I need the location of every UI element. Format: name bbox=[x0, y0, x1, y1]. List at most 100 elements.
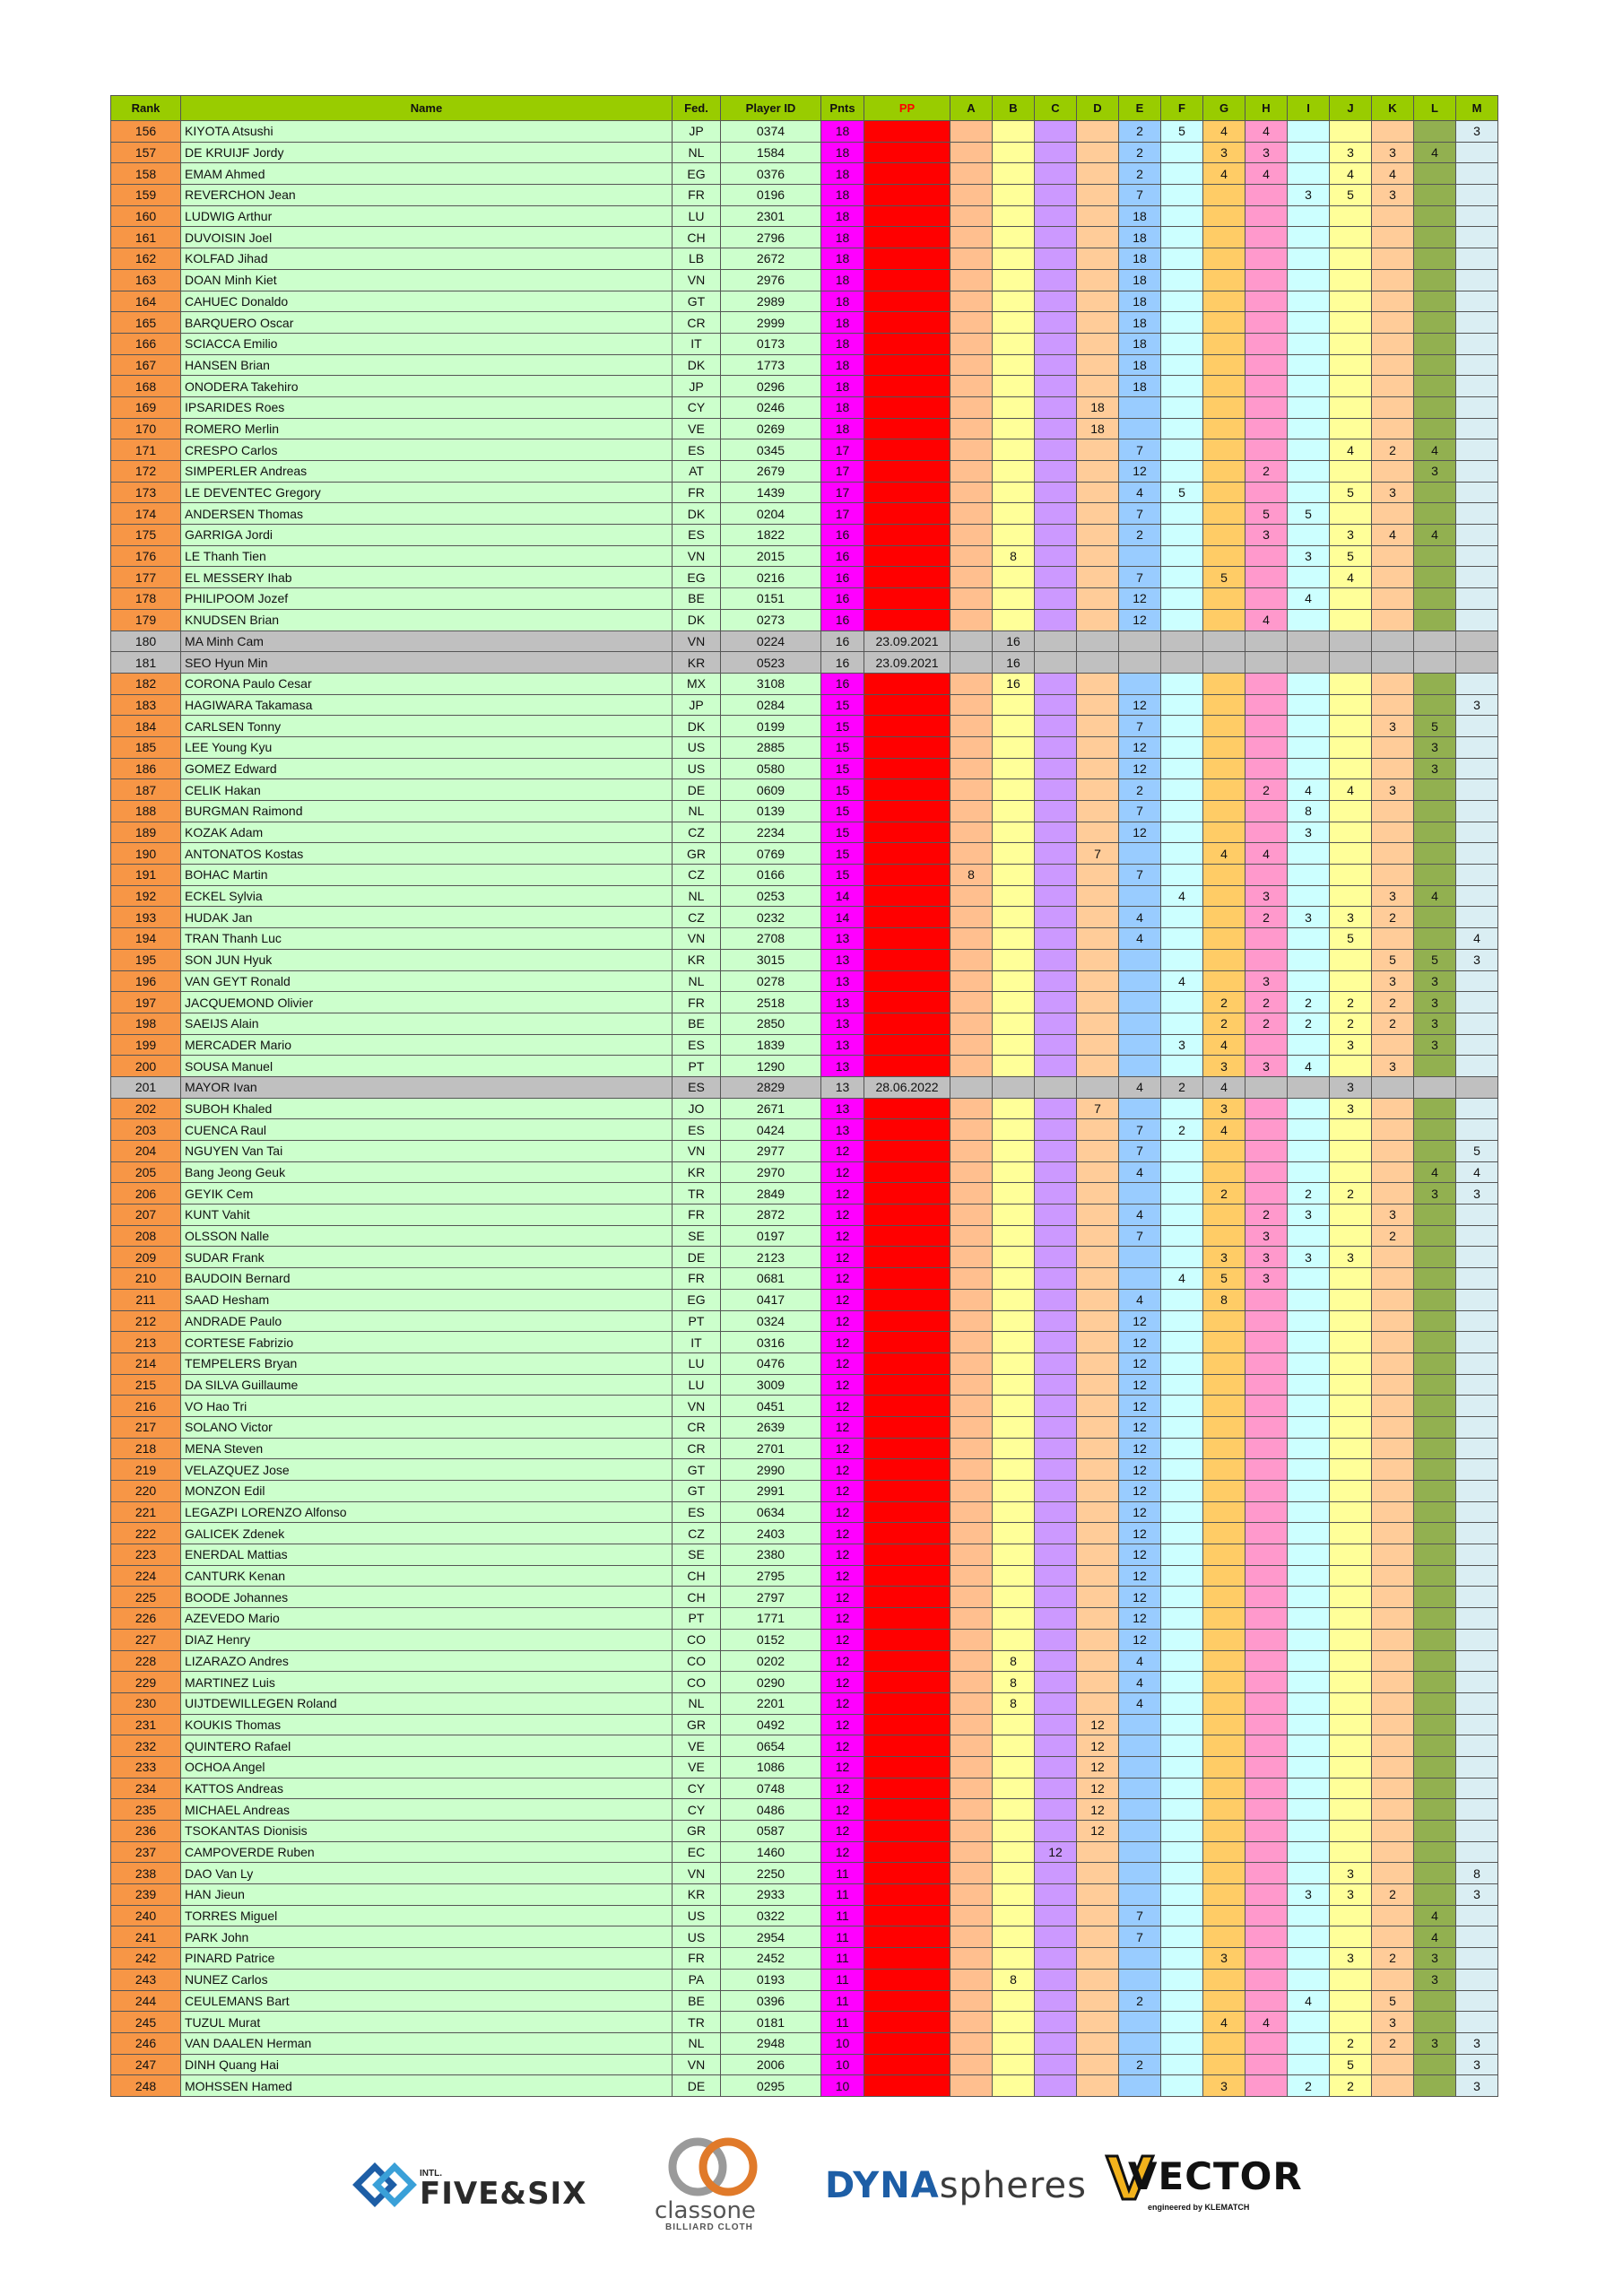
rank-cell: 194 bbox=[110, 927, 181, 950]
score-e-cell: 12 bbox=[1118, 1586, 1161, 1609]
rank-cell: 214 bbox=[110, 1352, 181, 1375]
pp-date-cell bbox=[864, 1373, 950, 1396]
score-l-cell bbox=[1413, 1331, 1456, 1353]
score-g-cell bbox=[1202, 1395, 1245, 1417]
score-c-cell bbox=[1034, 1480, 1077, 1502]
pp-date-cell bbox=[864, 375, 950, 397]
score-h-cell bbox=[1245, 1883, 1288, 1906]
pp-date-cell bbox=[864, 1458, 950, 1481]
score-i-cell bbox=[1287, 1607, 1330, 1630]
score-m-cell bbox=[1455, 1989, 1498, 2013]
federation-cell: CZ bbox=[672, 906, 721, 929]
score-f-cell bbox=[1160, 1331, 1203, 1353]
score-g-cell: 4 bbox=[1202, 842, 1245, 865]
player-id-cell: 0322 bbox=[720, 1904, 821, 1927]
score-k-cell: 3 bbox=[1371, 1055, 1414, 1077]
score-k-cell bbox=[1371, 502, 1414, 526]
score-h-cell bbox=[1245, 1968, 1288, 1991]
score-f-cell bbox=[1160, 1607, 1203, 1630]
score-f-cell bbox=[1160, 1055, 1203, 1077]
score-a-cell bbox=[950, 842, 993, 865]
score-e-cell: 2 bbox=[1118, 120, 1161, 143]
score-f-cell bbox=[1160, 311, 1203, 334]
table-row: 179 KNUDSEN Brian DK 0273 16 12 4 bbox=[110, 608, 1498, 631]
player-name-cell: BAUDOIN Bernard bbox=[180, 1267, 673, 1290]
score-i-cell bbox=[1287, 672, 1330, 695]
score-l-cell: 3 bbox=[1413, 1182, 1456, 1205]
score-e-cell: 7 bbox=[1118, 1118, 1161, 1141]
pp-date-cell bbox=[864, 2074, 950, 2097]
score-b-cell bbox=[992, 1352, 1035, 1375]
score-g-cell bbox=[1202, 524, 1245, 546]
score-k-cell bbox=[1371, 1713, 1414, 1736]
score-g-cell: 3 bbox=[1202, 1947, 1245, 1970]
table-row: 230 UIJTDEWILLEGEN Roland NL 2201 12 8 4 bbox=[110, 1692, 1498, 1715]
table-row: 231 KOUKIS Thomas GR 0492 12 12 bbox=[110, 1713, 1498, 1736]
federation-cell: TR bbox=[672, 1182, 721, 1205]
score-m-cell bbox=[1455, 1692, 1498, 1715]
score-l-cell bbox=[1413, 1522, 1456, 1545]
score-b-cell: 8 bbox=[992, 1671, 1035, 1693]
score-f-cell bbox=[1160, 608, 1203, 631]
player-name-cell: ANDRADE Paulo bbox=[180, 1309, 673, 1333]
player-name-cell: VAN DAALEN Herman bbox=[180, 2031, 673, 2055]
score-d-cell bbox=[1076, 630, 1119, 653]
player-id-cell: 1290 bbox=[720, 1055, 821, 1077]
score-j-cell bbox=[1329, 1480, 1372, 1502]
score-b-cell bbox=[992, 1544, 1035, 1566]
points-cell: 18 bbox=[820, 162, 864, 186]
score-d-cell bbox=[1076, 332, 1119, 355]
score-f-cell bbox=[1160, 204, 1203, 228]
score-a-cell bbox=[950, 884, 993, 908]
score-j-cell bbox=[1329, 1968, 1372, 1991]
federation-cell: NL bbox=[672, 141, 721, 164]
score-m-cell bbox=[1455, 1458, 1498, 1481]
score-j-cell: 3 bbox=[1329, 141, 1372, 164]
score-j-cell: 4 bbox=[1329, 439, 1372, 461]
score-c-cell bbox=[1034, 311, 1077, 334]
rank-cell: 201 bbox=[110, 1075, 181, 1099]
score-m-cell bbox=[1455, 1352, 1498, 1375]
player-name-cell: MA Minh Cam bbox=[180, 630, 673, 653]
score-l-cell bbox=[1413, 1713, 1456, 1736]
score-i-cell bbox=[1287, 1820, 1330, 1842]
score-c-cell bbox=[1034, 884, 1077, 908]
score-e-cell bbox=[1118, 1947, 1161, 1970]
score-e-cell: 2 bbox=[1118, 778, 1161, 801]
score-a-cell bbox=[950, 1713, 993, 1736]
score-d-cell bbox=[1076, 1500, 1119, 1524]
score-c-cell bbox=[1034, 1437, 1077, 1460]
score-g-cell bbox=[1202, 1862, 1245, 1885]
score-j-cell bbox=[1329, 1500, 1372, 1524]
score-c-cell bbox=[1034, 460, 1077, 483]
score-g-cell bbox=[1202, 1692, 1245, 1715]
points-cell: 12 bbox=[820, 1182, 864, 1205]
federation-cell: US bbox=[672, 757, 721, 780]
player-name-cell: EMAM Ahmed bbox=[180, 162, 673, 186]
score-i-cell bbox=[1287, 1331, 1330, 1353]
points-cell: 15 bbox=[820, 757, 864, 780]
table-row: 197 JACQUEMOND Olivier FR 2518 13 2 2 2 2 2 3 bbox=[110, 991, 1498, 1013]
score-c-cell bbox=[1034, 1755, 1077, 1779]
score-h-cell bbox=[1245, 1480, 1288, 1502]
score-g-cell bbox=[1202, 290, 1245, 313]
score-d-cell bbox=[1076, 672, 1119, 695]
player-name-cell: HAN Jieun bbox=[180, 1883, 673, 1906]
score-i-cell: 3 bbox=[1287, 906, 1330, 929]
score-a-cell bbox=[950, 1840, 993, 1864]
score-b-cell bbox=[992, 1288, 1035, 1311]
points-cell: 18 bbox=[820, 332, 864, 355]
score-i-cell bbox=[1287, 1713, 1330, 1736]
score-m-cell bbox=[1455, 1224, 1498, 1248]
federation-cell: NL bbox=[672, 1692, 721, 1715]
score-j-cell bbox=[1329, 248, 1372, 270]
score-b-cell bbox=[992, 1373, 1035, 1396]
federation-cell: CO bbox=[672, 1671, 721, 1693]
score-h-cell bbox=[1245, 715, 1288, 737]
player-id-cell: 0224 bbox=[720, 630, 821, 653]
score-g-cell bbox=[1202, 1883, 1245, 1906]
score-m-cell bbox=[1455, 502, 1498, 526]
score-c-cell bbox=[1034, 1649, 1077, 1673]
header-h: H bbox=[1245, 95, 1288, 121]
score-i-cell bbox=[1287, 2053, 1330, 2076]
